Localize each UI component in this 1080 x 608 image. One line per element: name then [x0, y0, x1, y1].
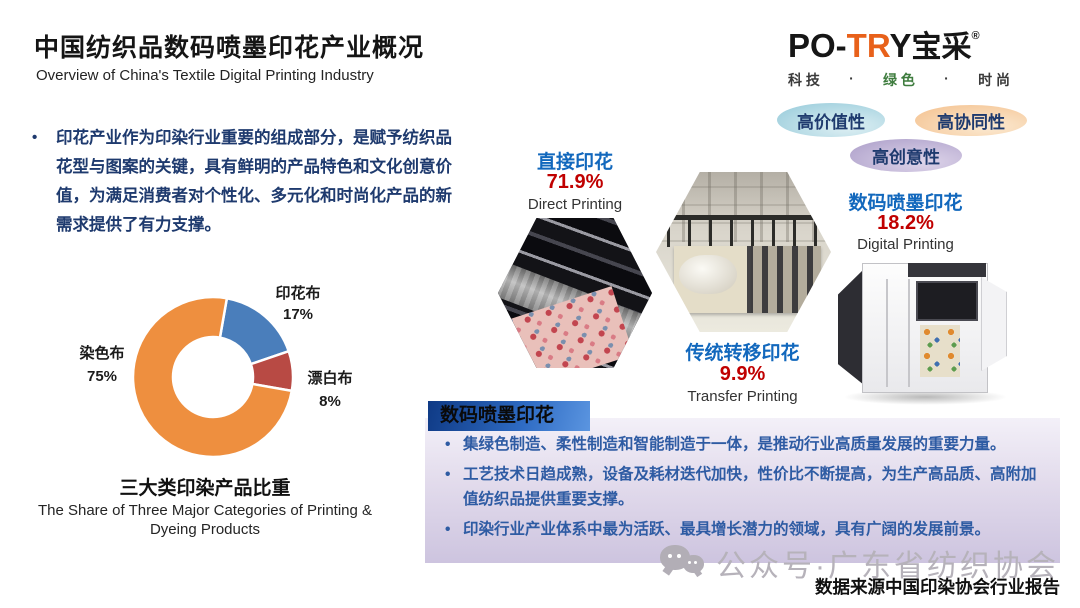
- page-title: 中国纺织品数码喷墨印花产业概况: [34, 34, 425, 62]
- chart-title: 三大类印染产品比重: [119, 478, 291, 499]
- pie-label-printed: 印花布: [275, 285, 321, 302]
- panel-bullet-2: 工艺技术日趋成熟，设备及耗材迭代加快，性价比不断提高，为生产高品质、高附加值纺织…: [441, 462, 1050, 512]
- intro-bullet-marker: •: [32, 129, 38, 146]
- printer-doors-graphic: [866, 279, 910, 387]
- intro-paragraph: 印花产业作为印染行业重要的组成部分，是赋予纺织品花型与图案的关键，具有鲜明的产品…: [56, 129, 452, 234]
- wechat-icon: [660, 545, 708, 585]
- panel-bullet-1: 集绿色制造、柔性制造和智能制造于一体，是推动行业高质量发展的重要力量。: [441, 432, 1050, 457]
- digital-printer-photo: [838, 255, 1013, 405]
- digital-printing-label: 数码喷墨印花: [848, 193, 963, 214]
- transfer-printing-label: 传统转移印花: [685, 343, 800, 364]
- direct-printing-label: 直接印花: [536, 152, 613, 173]
- transfer-printing-english: Transfer Printing: [687, 388, 798, 405]
- printer-top-band-graphic: [908, 263, 986, 277]
- printer-screen-graphic: [916, 281, 978, 321]
- direct-printing-photo-hexagon: [498, 218, 652, 368]
- factory-units-graphic: [747, 245, 821, 313]
- logo-wordmark: PO-TRY宝采®: [788, 27, 980, 64]
- digital-printing-percent: 18.2%: [877, 212, 934, 234]
- printer-shadow-graphic: [843, 389, 1008, 405]
- company-logo: PO-TRY宝采® 科 技 · 绿 色 · 时 尚: [788, 22, 1016, 90]
- pie-label-dyed: 染色布: [79, 345, 125, 362]
- donut-chart: [131, 295, 295, 459]
- digital-printing-english: Digital Printing: [857, 236, 954, 253]
- digital-inkjet-bullet-list: 集绿色制造、柔性制造和智能制造于一体，是推动行业高质量发展的重要力量。 工艺技术…: [441, 432, 1050, 542]
- pie-slice-染色布: [131, 295, 294, 459]
- pie-value-dyed: 75%: [86, 368, 118, 385]
- direct-printing-percent: 71.9%: [546, 171, 604, 193]
- page-subtitle: Overview of China's Textile Digital Prin…: [36, 67, 374, 84]
- pie-label-bleached: 漂白布: [307, 370, 353, 387]
- badge-high-value: 高价值性: [777, 103, 885, 137]
- factory-posts-graphic: [666, 215, 828, 248]
- chart-subtitle: The Share of Three Major Categories of P…: [37, 502, 373, 538]
- wechat-watermark: 公众号·广东省纺织协会: [660, 541, 1059, 585]
- logo-tagline: 科 技 · 绿 色 · 时 尚: [788, 70, 1010, 88]
- digital-inkjet-panel: 集绿色制造、柔性制造和智能制造于一体，是推动行业高质量发展的重要力量。 工艺技术…: [425, 418, 1060, 563]
- printer-left-panel-graphic: [838, 269, 864, 385]
- transfer-printing-photo-hexagon: [656, 172, 831, 332]
- direct-printing-english: Direct Printing: [527, 196, 623, 213]
- badge-high-creativity: 高创意性: [850, 139, 962, 172]
- factory-roller-graphic: [678, 255, 737, 294]
- transfer-printing-percent: 9.9%: [719, 363, 766, 385]
- panel-header-tab: 数码喷墨印花: [428, 401, 590, 431]
- pie-value-bleached: 8%: [319, 393, 341, 410]
- panel-bullet-3: 印染行业产业体系中最为活跃、最具增长潜力的领域，具有广阔的发展前景。: [441, 517, 1050, 542]
- printer-fabric-graphic: [920, 325, 960, 377]
- data-source-note: 数据来源中国印染协会行业报告: [815, 577, 1060, 597]
- printer-right-panel-graphic: [981, 277, 1007, 371]
- badge-high-synergy: 高协同性: [915, 105, 1027, 136]
- pie-value-printed: 17%: [282, 306, 314, 323]
- watermark-text: 公众号·广东省纺织协会: [716, 550, 1059, 583]
